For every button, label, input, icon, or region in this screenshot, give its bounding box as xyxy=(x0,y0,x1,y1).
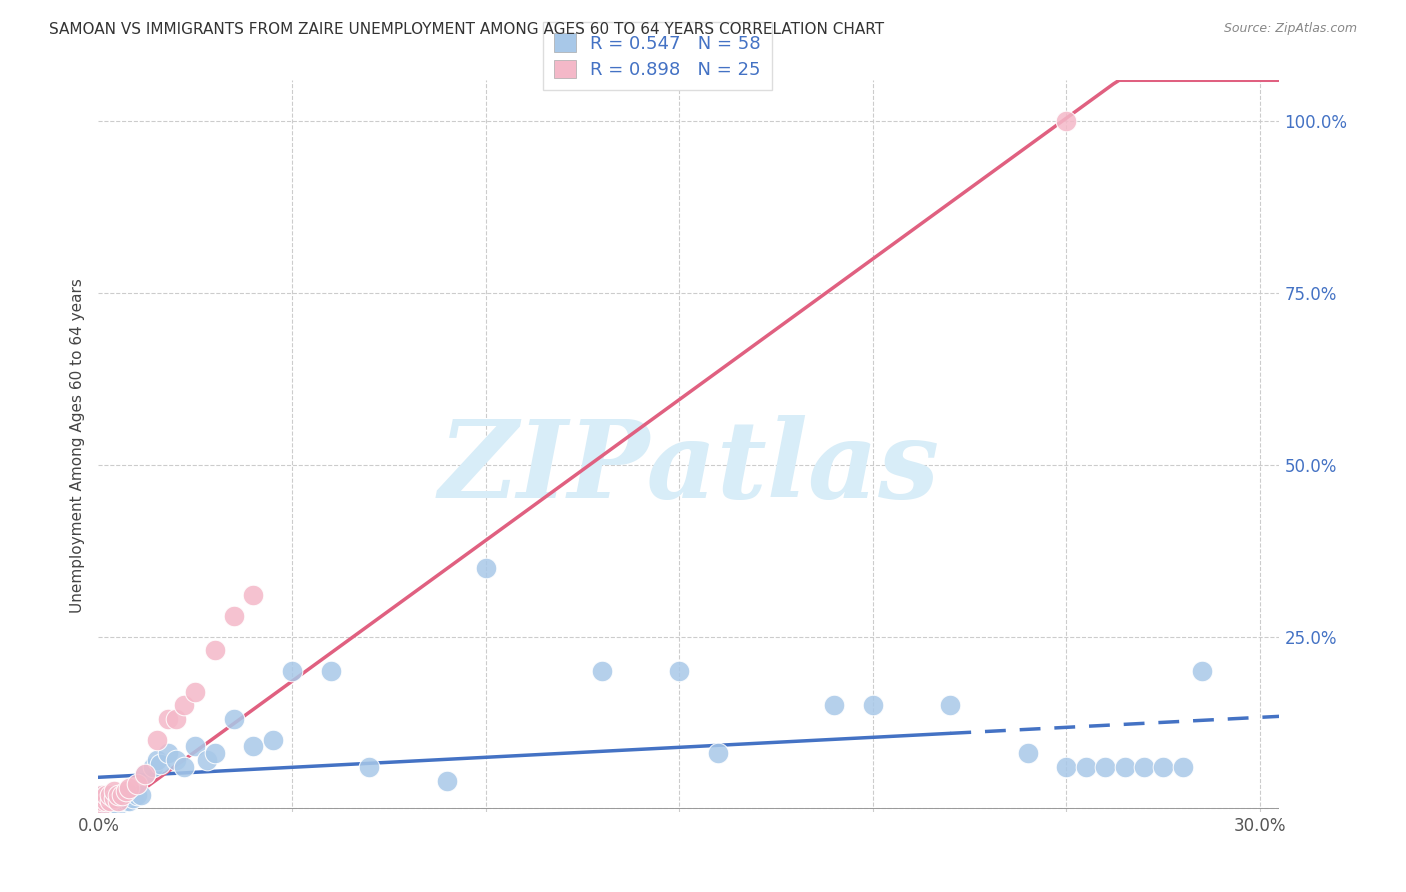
Point xyxy=(96,788,118,802)
Point xyxy=(474,561,496,575)
Point xyxy=(96,794,118,808)
Point xyxy=(184,739,207,754)
Point xyxy=(91,794,114,808)
Text: SAMOAN VS IMMIGRANTS FROM ZAIRE UNEMPLOYMENT AMONG AGES 60 TO 64 YEARS CORRELATI: SAMOAN VS IMMIGRANTS FROM ZAIRE UNEMPLOY… xyxy=(49,22,884,37)
Point xyxy=(707,747,730,761)
Point xyxy=(142,760,165,774)
Point xyxy=(134,767,156,781)
Point xyxy=(222,609,245,624)
Point xyxy=(242,588,264,602)
Point xyxy=(591,664,613,678)
Point xyxy=(107,788,129,802)
Point xyxy=(107,794,129,808)
Point xyxy=(96,791,118,805)
Text: ZIPatlas: ZIPatlas xyxy=(439,415,939,521)
Point xyxy=(165,712,187,726)
Point xyxy=(114,788,136,802)
Point xyxy=(96,797,118,812)
Point xyxy=(1191,664,1213,678)
Point xyxy=(118,780,141,795)
Point xyxy=(91,797,114,812)
Text: Source: ZipAtlas.com: Source: ZipAtlas.com xyxy=(1223,22,1357,36)
Point xyxy=(1133,760,1156,774)
Point xyxy=(98,788,121,802)
Point xyxy=(91,788,114,802)
Point xyxy=(134,767,156,781)
Point xyxy=(107,788,129,802)
Point xyxy=(107,794,129,808)
Point xyxy=(114,794,136,808)
Point xyxy=(157,712,180,726)
Point xyxy=(1171,760,1194,774)
Point xyxy=(1114,760,1136,774)
Point xyxy=(1074,760,1097,774)
Point xyxy=(129,788,152,802)
Point xyxy=(118,794,141,808)
Point xyxy=(222,712,245,726)
Point xyxy=(1056,760,1078,774)
Point xyxy=(157,747,180,761)
Point xyxy=(262,732,284,747)
Point xyxy=(127,777,149,791)
Point xyxy=(1017,747,1039,761)
Point xyxy=(103,784,125,798)
Point xyxy=(204,643,226,657)
Point xyxy=(436,773,458,788)
Point xyxy=(103,788,125,802)
Point xyxy=(173,698,195,713)
Point xyxy=(359,760,381,774)
Point xyxy=(184,684,207,698)
Point xyxy=(145,753,167,767)
Point xyxy=(118,788,141,802)
Point xyxy=(319,664,342,678)
Point xyxy=(823,698,845,713)
Point xyxy=(103,794,125,808)
Point xyxy=(939,698,962,713)
Point xyxy=(91,788,114,802)
Point xyxy=(122,791,145,805)
Point xyxy=(1056,114,1078,128)
Point xyxy=(165,753,187,767)
Point xyxy=(98,788,121,802)
Point xyxy=(91,797,114,812)
Point xyxy=(111,788,134,802)
Point xyxy=(111,788,134,802)
Point xyxy=(173,760,195,774)
Point xyxy=(195,753,218,767)
Point xyxy=(98,794,121,808)
Point xyxy=(107,797,129,812)
Y-axis label: Unemployment Among Ages 60 to 64 years: Unemployment Among Ages 60 to 64 years xyxy=(69,278,84,614)
Point xyxy=(111,794,134,808)
Point xyxy=(1094,760,1116,774)
Point xyxy=(98,794,121,808)
Point xyxy=(668,664,690,678)
Point xyxy=(281,664,304,678)
Point xyxy=(149,756,172,771)
Point xyxy=(103,791,125,805)
Point xyxy=(96,794,118,808)
Point xyxy=(96,788,118,802)
Point xyxy=(204,747,226,761)
Point xyxy=(145,732,167,747)
Point xyxy=(1152,760,1174,774)
Legend: R = 0.547   N = 58, R = 0.898   N = 25: R = 0.547 N = 58, R = 0.898 N = 25 xyxy=(543,22,772,90)
Point xyxy=(127,788,149,802)
Point xyxy=(98,791,121,805)
Point xyxy=(91,794,114,808)
Point xyxy=(242,739,264,754)
Point xyxy=(114,784,136,798)
Point xyxy=(862,698,884,713)
Point xyxy=(91,791,114,805)
